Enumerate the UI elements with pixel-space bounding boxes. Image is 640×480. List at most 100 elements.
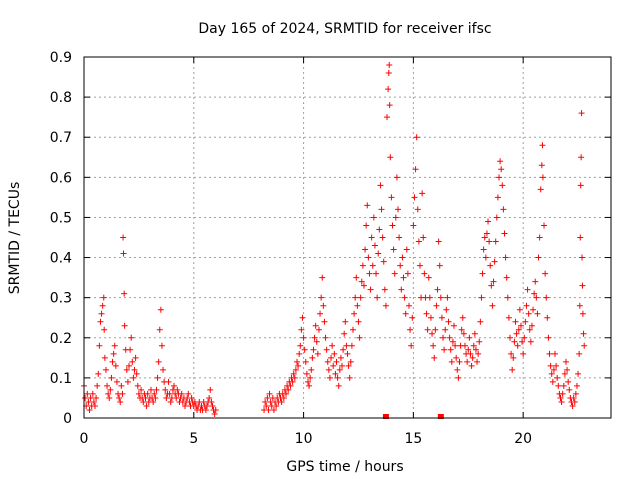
data-point xyxy=(469,354,476,361)
data-point xyxy=(131,366,138,373)
data-point xyxy=(359,262,366,269)
data-point xyxy=(475,350,482,357)
data-point xyxy=(459,314,466,321)
data-point xyxy=(332,370,339,377)
data-point xyxy=(140,398,147,405)
data-point xyxy=(489,302,496,309)
data-point xyxy=(165,378,172,385)
data-point xyxy=(455,374,462,381)
data-point xyxy=(447,346,454,353)
data-point xyxy=(419,190,426,197)
data-point xyxy=(579,310,586,317)
data-point xyxy=(438,314,445,321)
data-point xyxy=(467,350,474,357)
data-point xyxy=(499,182,506,189)
data-point xyxy=(310,346,317,353)
data-point xyxy=(188,394,195,401)
data-point xyxy=(576,350,583,357)
data-point xyxy=(479,270,486,277)
data-point xyxy=(392,214,399,221)
data-point xyxy=(368,234,375,241)
data-point xyxy=(300,334,307,341)
data-point xyxy=(503,274,510,281)
data-point xyxy=(345,362,352,369)
data-point xyxy=(113,378,120,385)
data-point xyxy=(577,234,584,241)
data-point xyxy=(363,222,370,229)
data-point xyxy=(119,390,126,397)
data-point xyxy=(448,358,455,365)
data-point xyxy=(524,286,531,293)
data-point xyxy=(458,326,465,333)
data-point xyxy=(525,310,532,317)
data-point xyxy=(348,342,355,349)
data-point xyxy=(408,342,415,349)
data-point xyxy=(514,342,521,349)
data-point xyxy=(105,390,112,397)
data-point xyxy=(549,378,556,385)
data-point xyxy=(536,234,543,241)
data-point xyxy=(387,154,394,161)
x-tick-label: 20 xyxy=(514,431,532,447)
data-point xyxy=(324,358,331,365)
data-point xyxy=(273,402,280,409)
data-point xyxy=(424,326,431,333)
y-tick-label: 0 xyxy=(63,411,72,427)
data-point xyxy=(155,358,162,365)
data-point xyxy=(311,334,318,341)
data-point xyxy=(482,254,489,261)
data-point xyxy=(313,338,320,345)
data-point xyxy=(144,390,151,397)
data-point xyxy=(101,326,108,333)
axis-ticks: 0 5 10 15 20 0 0.1 0.2 0.3 0.4 0.5 0.6 0.7 0.8 0.9 xyxy=(50,50,611,447)
data-point xyxy=(166,390,173,397)
data-point xyxy=(436,262,443,269)
data-point xyxy=(521,334,528,341)
data-point xyxy=(157,306,164,313)
data-point xyxy=(405,302,412,309)
x-axis-label: GPS time / hours xyxy=(286,459,403,475)
data-point xyxy=(397,262,404,269)
data-point xyxy=(298,326,305,333)
data-point xyxy=(450,322,457,329)
y-tick-label: 0.6 xyxy=(50,170,72,186)
data-point xyxy=(209,402,216,409)
data-point xyxy=(444,294,451,301)
data-point xyxy=(415,238,422,245)
plot-frame xyxy=(83,56,612,419)
data-point xyxy=(497,158,504,165)
data-point xyxy=(135,390,142,397)
data-point xyxy=(412,166,419,173)
data-point xyxy=(554,374,561,381)
data-point xyxy=(382,302,389,309)
data-point xyxy=(430,342,437,349)
data-point xyxy=(431,354,438,361)
data-point xyxy=(427,314,434,321)
data-point xyxy=(573,382,580,389)
data-point xyxy=(505,314,512,321)
data-point xyxy=(543,294,550,301)
data-point xyxy=(506,334,513,341)
data-point xyxy=(334,374,341,381)
data-point xyxy=(486,238,493,245)
data-point xyxy=(388,194,395,201)
data-point xyxy=(289,378,296,385)
data-point xyxy=(178,390,185,397)
data-point xyxy=(293,358,300,365)
data-point xyxy=(339,362,346,369)
data-point xyxy=(510,354,517,361)
data-point xyxy=(319,274,326,281)
data-point xyxy=(425,274,432,281)
data-point xyxy=(206,394,213,401)
data-point xyxy=(379,234,386,241)
data-point xyxy=(386,102,393,109)
data-point xyxy=(94,382,101,389)
data-point xyxy=(535,254,542,261)
data-point xyxy=(565,378,572,385)
grid xyxy=(84,57,611,418)
data-point xyxy=(533,294,540,301)
data-point xyxy=(539,142,546,149)
data-point xyxy=(291,374,298,381)
data-point xyxy=(134,382,141,389)
